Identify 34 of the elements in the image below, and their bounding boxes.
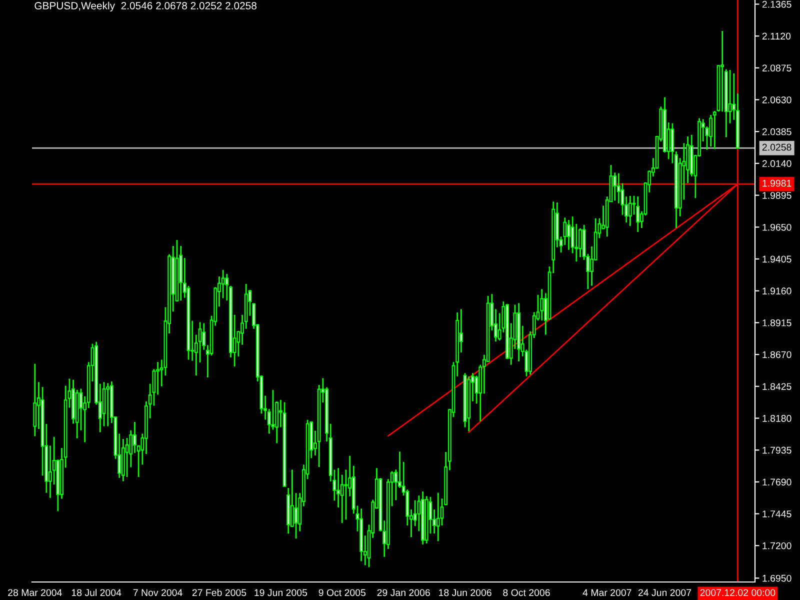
y-tick-label: 1.9650 [762,224,792,231]
y-tick-label: 1.8425 [762,383,792,390]
y-tick-label: 2.1120 [762,32,791,40]
x-tick-label: 24 Jun 2007 [638,589,692,596]
y-tick-label: 1.9405 [762,256,792,263]
y-tick-label: 1.9895 [762,192,792,199]
chart-title: GBPUSD,Weekly 2.0546 2.0678 2.0252 2.0258 [34,2,256,12]
ref-line-label: 1.9981 [762,180,792,187]
y-tick-label: 1.8915 [762,319,792,326]
x-tick-label: 8 Oct 2006 [503,589,550,596]
y-tick-label: 2.1365 [762,0,792,8]
y-tick-label: 1.6950 [762,574,792,582]
y-tick-label: 1.7690 [762,478,792,486]
y-tick-label: 2.0140 [762,160,792,168]
x-tick-label: 4 Mar 2007 [582,589,632,596]
y-tick-label: 2.0630 [762,96,792,104]
x-tick-label: 9 Oct 2005 [318,589,366,596]
x-tick-label: 7 Nov 2004 [133,589,182,596]
x-tick-label: 18 Jun 2006 [439,589,492,596]
x-tick-label: 19 Jun 2005 [254,589,308,596]
ref-line-label: 2.0258 [762,144,792,151]
x-tick-label: 27 Feb 2005 [192,588,246,596]
y-tick-label: 1.7200 [762,542,792,550]
y-tick-label: 1.9160 [762,288,792,294]
y-tick-label: 1.7445 [762,510,792,518]
x-tick-label: 2007.12.02 00:00 [700,589,776,596]
x-tick-label: 29 Jan 2006 [377,589,430,596]
x-tick-label: 28 Mar 2004 [8,589,62,596]
y-tick-label: 2.0385 [762,128,792,136]
y-tick-label: 1.7935 [762,446,792,454]
x-tick-label: 18 Jul 2004 [72,588,122,596]
y-tick-label: 2.0875 [762,64,792,72]
y-tick-label: 1.8670 [762,351,792,358]
y-tick-label: 1.8180 [762,414,792,422]
